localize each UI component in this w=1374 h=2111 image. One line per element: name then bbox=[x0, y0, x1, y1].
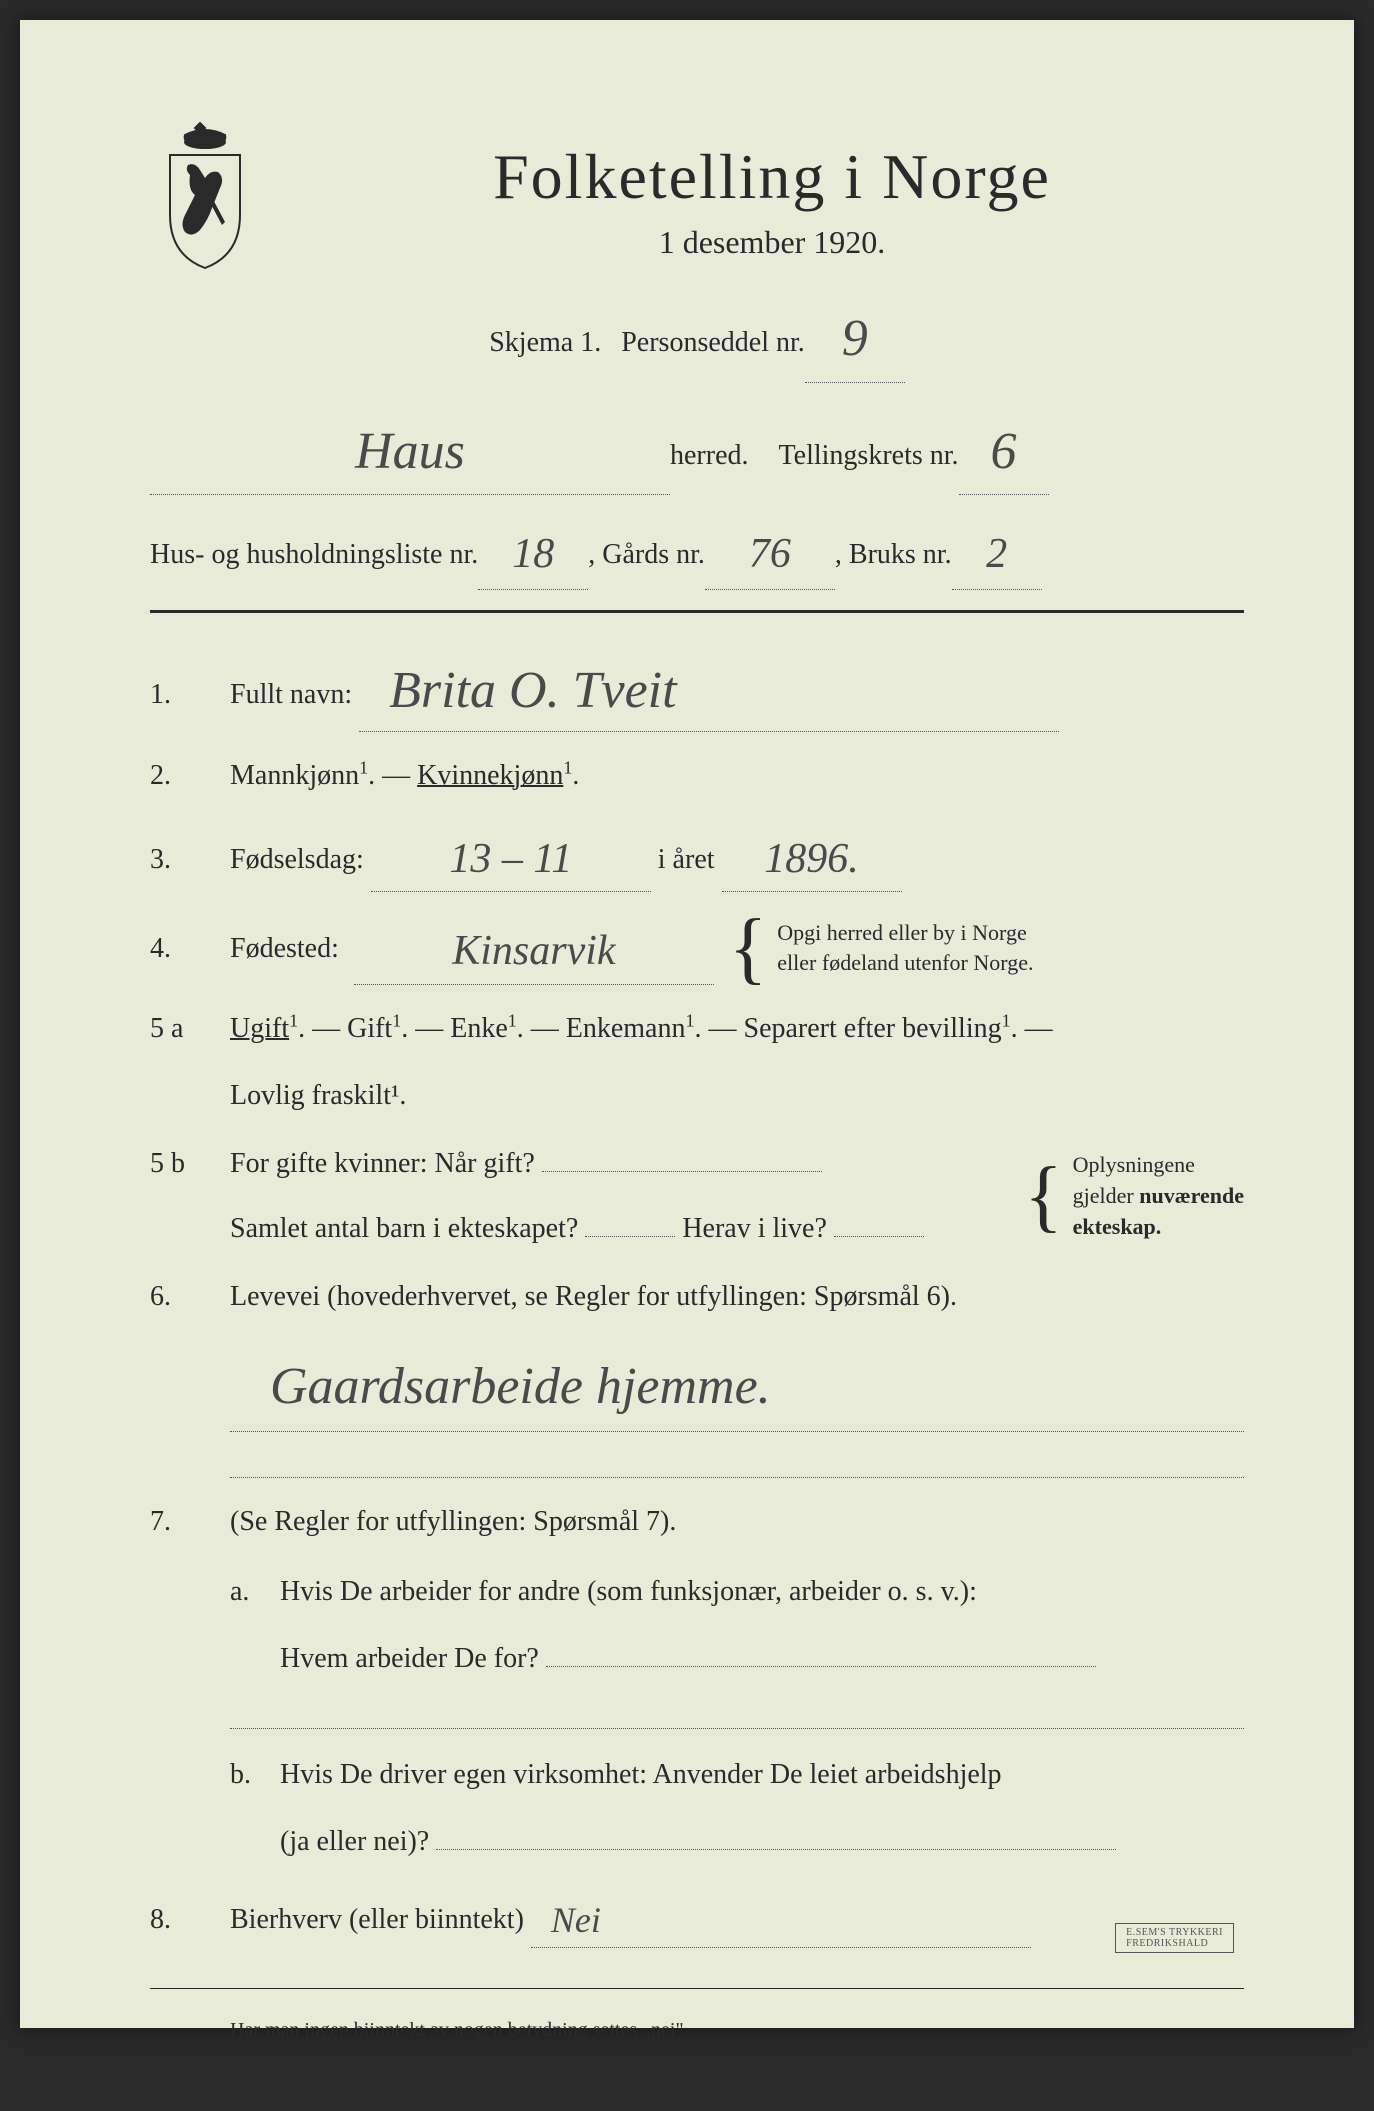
q3-mid: i året bbox=[658, 844, 715, 875]
q2-row: 2. Mannkjønn1. — Kvinnekjønn1. bbox=[150, 752, 1244, 800]
brace-icon: { bbox=[729, 916, 767, 980]
q5b-note: Oplysningene gjelder gjelder nuværendenu… bbox=[1073, 1150, 1244, 1242]
divider bbox=[150, 2057, 280, 2058]
q3-day: 13 – 11 bbox=[449, 836, 572, 882]
q5b-l2a: Samlet antal barn i ekteskapet? bbox=[230, 1213, 578, 1244]
q7-label: (Se Regler for utfyllingen: Spørsmål 7). bbox=[230, 1498, 1244, 1546]
q8-row: 8. Bierhverv (eller biinntekt) Nei bbox=[150, 1886, 1244, 1948]
main-title: Folketelling i Norge bbox=[300, 140, 1244, 214]
q7-num: 7. bbox=[150, 1506, 230, 1538]
q2-k: Kvinnekjønn bbox=[417, 760, 563, 791]
q2-m: Mannkjønn bbox=[230, 760, 359, 791]
skjema-label: Skjema 1. bbox=[489, 318, 601, 368]
q4-note: Opgi herred eller by i Norge eller fødel… bbox=[777, 918, 1033, 980]
herred-label: herred. bbox=[670, 431, 749, 481]
q7b-text1: Hvis De driver egen virksomhet: Anvender… bbox=[280, 1751, 1244, 1799]
q5a-ugift: Ugift bbox=[230, 1013, 289, 1044]
subtitle-date: 1 desember 1920. bbox=[300, 224, 1244, 261]
q3-num: 3. bbox=[150, 844, 230, 876]
q5b-num: 5 b bbox=[150, 1148, 230, 1180]
divider bbox=[150, 610, 1244, 613]
q6-num: 6. bbox=[150, 1281, 230, 1313]
divider bbox=[150, 1988, 1244, 1989]
q7a-text2: Hvem arbeider De for? bbox=[280, 1643, 539, 1674]
q6-value: Gaardsarbeide hjemme. bbox=[270, 1358, 771, 1415]
q4-label: Fødested: bbox=[230, 925, 339, 973]
tellingskrets-label: Tellingskrets nr. bbox=[779, 431, 959, 481]
q7b-label: b. bbox=[230, 1751, 280, 1866]
q4-num: 4. bbox=[150, 933, 230, 965]
q2-num: 2. bbox=[150, 760, 230, 792]
brace-icon: { bbox=[1024, 1164, 1062, 1228]
q7b-text2: (ja eller nei)? bbox=[280, 1826, 429, 1857]
personseddel-nr: 9 bbox=[842, 310, 868, 367]
hus-nr: 18 bbox=[512, 531, 554, 577]
q8-num: 8. bbox=[150, 1904, 230, 1936]
hus-label: Hus- og husholdningsliste nr. bbox=[150, 530, 478, 580]
q7a-text1: Hvis De arbeider for andre (som funksjon… bbox=[280, 1568, 1244, 1616]
q1-label: Fullt navn: bbox=[230, 679, 352, 710]
q7-row: 7. (Se Regler for utfyllingen: Spørsmål … bbox=[150, 1498, 1244, 1866]
bruks-nr: 2 bbox=[986, 531, 1007, 577]
q3-year: 1896. bbox=[764, 836, 859, 882]
q5a-line2: Lovlig fraskilt¹. bbox=[230, 1072, 1244, 1120]
q4-row: 4. Fødested: Kinsarvik { Opgi herred ell… bbox=[150, 912, 1244, 984]
q8-label: Bierhverv (eller biinntekt) bbox=[230, 1904, 524, 1935]
skjema-line: Skjema 1. Personseddel nr. 9 bbox=[150, 288, 1244, 383]
q6-label: Levevei (hovederhvervet, se Regler for u… bbox=[230, 1273, 1244, 1321]
footnote-1: Har man ingen biinntekt av nogen betydni… bbox=[150, 2019, 1244, 2042]
q1-row: 1. Fullt navn: Brita O. Tveit bbox=[150, 643, 1244, 732]
q5b-row: 5 b For gifte kvinner: Når gift? Samlet … bbox=[150, 1140, 1244, 1253]
q5a-num: 5 a bbox=[150, 1013, 230, 1045]
q8-value: Nei bbox=[551, 1900, 601, 1940]
q3-row: 3. Fødselsdag: 13 – 11 i året 1896. bbox=[150, 820, 1244, 892]
q6-row: 6. Levevei (hovederhvervet, se Regler fo… bbox=[150, 1273, 1244, 1478]
q5b-l2b: Herav i live? bbox=[682, 1213, 827, 1244]
personseddel-label: Personseddel nr. bbox=[621, 318, 805, 368]
q5b-l1: For gifte kvinner: Når gift? bbox=[230, 1148, 535, 1179]
q4-value: Kinsarvik bbox=[452, 928, 615, 974]
tellingskrets-nr: 6 bbox=[991, 423, 1017, 480]
herred-value: Haus bbox=[355, 423, 465, 480]
q1-num: 1. bbox=[150, 679, 230, 711]
gards-nr: 76 bbox=[749, 531, 791, 577]
q5a-row: 5 a Ugift1. — Gift1. — Enke1. — Enkemann… bbox=[150, 1005, 1244, 1120]
hus-line: Hus- og husholdningsliste nr. 18 , Gårds… bbox=[150, 513, 1244, 590]
printer-stamp: E.SEM'S TRYKKERIFREDRIKSHALD bbox=[1115, 1923, 1234, 1953]
q3-label: Fødselsdag: bbox=[230, 844, 364, 875]
q7a-label: a. bbox=[230, 1568, 280, 1683]
census-form-page: Folketelling i Norge 1 desember 1920. Sk… bbox=[20, 20, 1354, 2028]
herred-line: Haus herred. Tellingskrets nr. 6 bbox=[150, 401, 1244, 496]
footnote-2: ¹ Her kan svares ved tydelig understrekn… bbox=[150, 2088, 1244, 2111]
gards-label: , Gårds nr. bbox=[588, 530, 705, 580]
header: Folketelling i Norge 1 desember 1920. bbox=[150, 120, 1244, 270]
q1-value: Brita O. Tveit bbox=[389, 662, 676, 719]
bruks-label: , Bruks nr. bbox=[835, 530, 952, 580]
title-block: Folketelling i Norge 1 desember 1920. bbox=[300, 120, 1244, 261]
coat-of-arms-icon bbox=[150, 120, 260, 270]
